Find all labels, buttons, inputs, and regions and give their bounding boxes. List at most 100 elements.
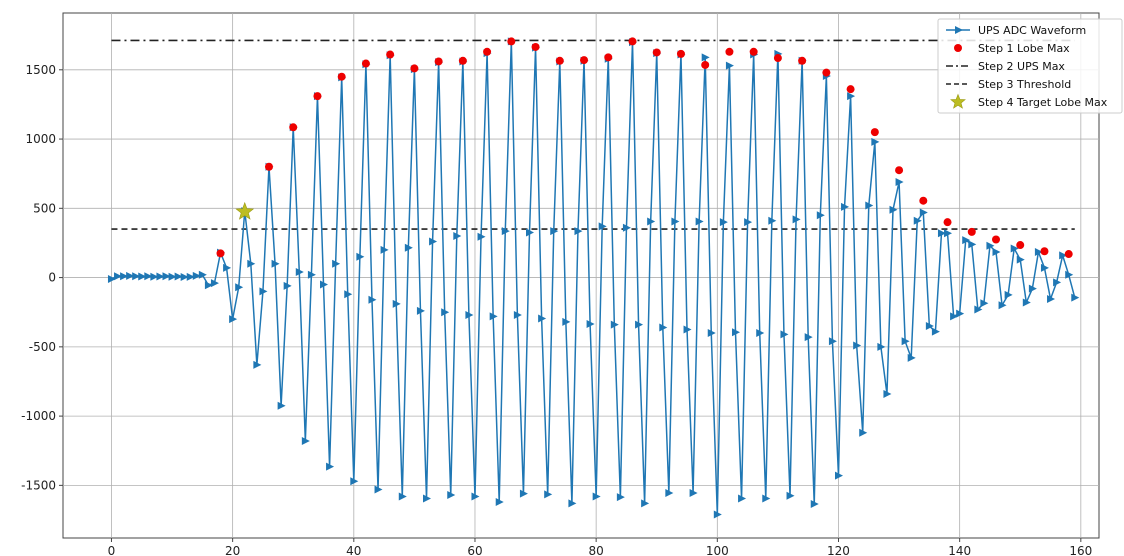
x-tick-label: 160 xyxy=(1069,544,1092,556)
waveform-point xyxy=(229,315,238,324)
y-tick-label: 0 xyxy=(48,271,56,285)
waveform-point xyxy=(168,272,177,281)
waveform-point xyxy=(659,323,668,332)
waveform-point xyxy=(235,283,244,292)
waveform-point xyxy=(895,178,904,186)
waveform-point xyxy=(919,208,928,217)
legend-entry-ups-max: Step 2 UPS Max xyxy=(946,60,1065,73)
waveform-point xyxy=(925,322,934,331)
waveform-point xyxy=(792,215,801,224)
waveform-point xyxy=(847,92,856,101)
waveform-line xyxy=(111,40,1076,516)
waveform-point xyxy=(683,325,692,334)
waveform-point xyxy=(198,270,207,279)
lobe-max-point xyxy=(264,162,273,171)
x-tick-label: 60 xyxy=(467,544,482,556)
x-tick-label: 80 xyxy=(589,544,604,556)
waveform-point xyxy=(1028,284,1037,293)
waveform-point xyxy=(756,328,765,337)
legend-entry-lobe-max: Step 1 Lobe Max xyxy=(954,42,1070,55)
waveform-point xyxy=(586,319,595,328)
waveform-point xyxy=(186,272,195,281)
x-tick-label: 120 xyxy=(827,544,850,556)
waveform-point xyxy=(913,216,922,225)
waveform-point xyxy=(713,510,722,519)
waveform-point xyxy=(162,272,171,281)
lobe-max-point xyxy=(458,56,467,65)
x-axis-ticks: 0 20 40 60 80 100 120 140 160 xyxy=(108,538,1092,556)
y-tick-label: 1500 xyxy=(25,63,56,77)
waveform-point xyxy=(283,281,292,290)
waveform-point xyxy=(574,227,583,236)
waveform-point xyxy=(144,272,153,281)
legend-entry-waveform: UPS ADC Waveform xyxy=(946,24,1086,37)
waveform-point xyxy=(744,218,753,227)
lobe-max-point xyxy=(822,68,831,77)
waveform-point xyxy=(1004,290,1013,299)
legend-label-lobe-max: Step 1 Lobe Max xyxy=(978,42,1070,55)
waveform-point xyxy=(871,137,880,146)
waveform-point xyxy=(392,299,401,308)
waveform-point xyxy=(404,243,413,252)
lobe-max-point xyxy=(531,42,540,51)
lobe-max-point xyxy=(604,53,613,62)
lobe-max-point xyxy=(628,37,637,46)
waveform-point xyxy=(931,327,940,336)
waveform-point xyxy=(192,271,201,280)
x-tick-label: 140 xyxy=(948,544,971,556)
waveform-point xyxy=(295,268,304,277)
waveform-point xyxy=(665,488,674,497)
waveform-point xyxy=(622,223,631,232)
waveform-point xyxy=(725,61,734,70)
lobe-max-point xyxy=(434,57,443,66)
y-tick-label: 500 xyxy=(33,201,56,215)
waveform-point xyxy=(326,462,335,471)
legend-label-target: Step 4 Target Lobe Max xyxy=(978,96,1108,109)
lobe-max-point xyxy=(507,37,516,46)
waveform-point xyxy=(150,272,159,281)
waveform-point xyxy=(277,401,286,410)
waveform-point xyxy=(986,241,995,250)
waveform-point xyxy=(1034,247,1043,256)
lobe-max-point xyxy=(483,47,492,56)
waveform-point xyxy=(816,211,825,220)
waveform-point xyxy=(120,272,129,281)
lobe-max-point xyxy=(943,218,952,227)
waveform-point xyxy=(356,252,365,261)
waveform-point xyxy=(889,205,898,214)
waveform-point xyxy=(647,217,656,226)
waveform-point xyxy=(204,281,213,290)
lobe-max-point xyxy=(1064,250,1073,259)
waveform-point xyxy=(944,229,953,238)
waveform-point xyxy=(526,228,534,237)
lobe-max-point xyxy=(846,85,855,94)
waveform-point xyxy=(701,53,710,62)
y-axis-ticks: -1500 -1000 -500 0 500 1000 1500 xyxy=(21,63,63,492)
y-tick-label: -1500 xyxy=(21,478,56,492)
lobe-max-point xyxy=(870,128,879,137)
waveform-point xyxy=(332,259,341,268)
waveform-point xyxy=(937,229,946,238)
waveform-point xyxy=(126,271,135,280)
waveform-point xyxy=(592,492,601,501)
lobe-max-point xyxy=(749,47,758,56)
waveform-point xyxy=(1065,270,1074,279)
waveform-point xyxy=(956,309,965,318)
legend-label-waveform: UPS ADC Waveform xyxy=(978,24,1086,37)
legend-label-threshold: Step 3 Threshold xyxy=(978,78,1071,91)
lobe-max-point xyxy=(725,47,734,56)
waveform-point xyxy=(398,492,407,501)
waveform-point xyxy=(441,308,450,317)
waveform-point xyxy=(992,247,1001,256)
target-lobe-max-series xyxy=(235,201,255,220)
waveform-point xyxy=(998,301,1007,310)
waveform-point xyxy=(731,328,740,337)
waveform-point xyxy=(865,201,874,210)
waveform-point xyxy=(174,272,183,281)
waveform-point xyxy=(841,202,850,211)
waveform-point xyxy=(950,312,959,321)
legend-box xyxy=(937,18,1123,114)
waveform-point xyxy=(695,217,704,226)
waveform-point xyxy=(962,236,971,245)
waveform-point xyxy=(762,494,771,503)
